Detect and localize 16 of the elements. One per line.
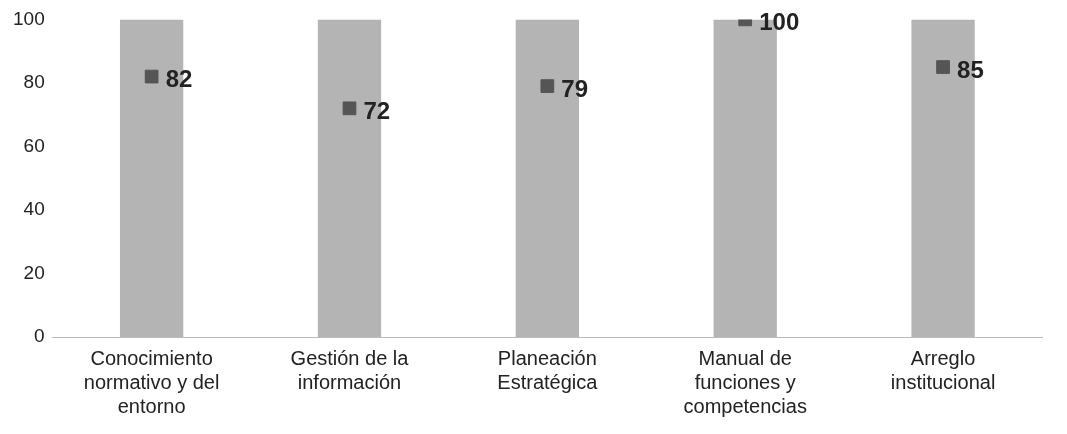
x-tick-label: Planeación Estratégica bbox=[497, 346, 599, 393]
y-tick-label: 20 bbox=[23, 261, 45, 283]
x-tick-label: Gestión de la información bbox=[290, 346, 410, 393]
x-tick-label: Conocimiento normativo y del entorno bbox=[83, 346, 220, 417]
y-tick-label: 60 bbox=[23, 134, 45, 156]
data-label: 79 bbox=[561, 74, 589, 102]
data-label: 72 bbox=[363, 96, 391, 124]
data-label: 85 bbox=[957, 55, 984, 83]
x-tick-label: Manual de funciones y competencias bbox=[683, 346, 807, 417]
y-tick-label: 40 bbox=[23, 198, 45, 220]
data-label: 82 bbox=[165, 65, 193, 93]
y-tick-label: 100 bbox=[13, 7, 45, 29]
y-tick-label: 0 bbox=[34, 325, 45, 347]
x-tick-label: Arreglo institucional bbox=[890, 346, 996, 393]
data-label: 100 bbox=[759, 8, 800, 36]
y-tick-label: 80 bbox=[23, 71, 45, 93]
